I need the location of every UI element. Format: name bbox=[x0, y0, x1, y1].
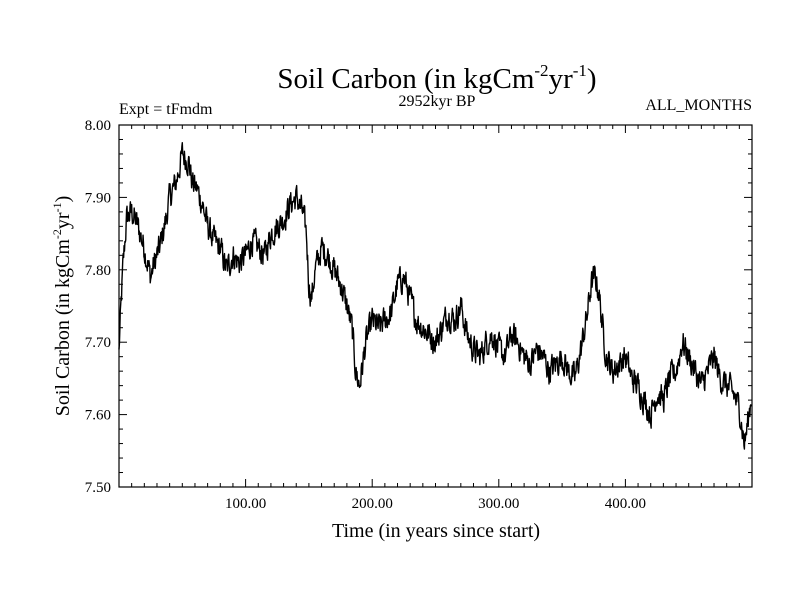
x-tick-label: 400.00 bbox=[605, 496, 646, 512]
y-tick-label: 7.50 bbox=[85, 480, 111, 496]
series-line-soil-carbon bbox=[118, 142, 753, 450]
y-tick-label: 7.60 bbox=[85, 408, 111, 424]
subtitle-period: 2952kyr BP bbox=[399, 93, 476, 110]
y-axis-label: Soil Carbon (in kgCm-2yr-1) bbox=[50, 196, 74, 417]
x-tick-label: 100.00 bbox=[225, 496, 266, 512]
x-tick-label: 300.00 bbox=[478, 496, 519, 512]
x-axis: 100.00 200.00 300.00 400.00 bbox=[131, 125, 740, 512]
subtitle-experiment: Expt = tFmdm bbox=[119, 101, 213, 118]
subtitle-months: ALL_MONTHS bbox=[645, 97, 752, 114]
chart-title: Soil Carbon (in kgCm-2yr-1) bbox=[277, 61, 596, 95]
y-tick-label: 7.70 bbox=[85, 335, 111, 351]
y-tick-label: 7.90 bbox=[85, 190, 111, 206]
y-tick-label: 7.80 bbox=[85, 263, 111, 279]
y-axis: 7.50 7.60 7.70 7.80 7.90 8.00 bbox=[85, 118, 752, 496]
y-tick-label: 8.00 bbox=[85, 118, 111, 134]
plot-frame bbox=[118, 124, 753, 488]
x-tick-label: 200.00 bbox=[352, 496, 393, 512]
x-axis-label: Time (in years since start) bbox=[332, 520, 540, 542]
